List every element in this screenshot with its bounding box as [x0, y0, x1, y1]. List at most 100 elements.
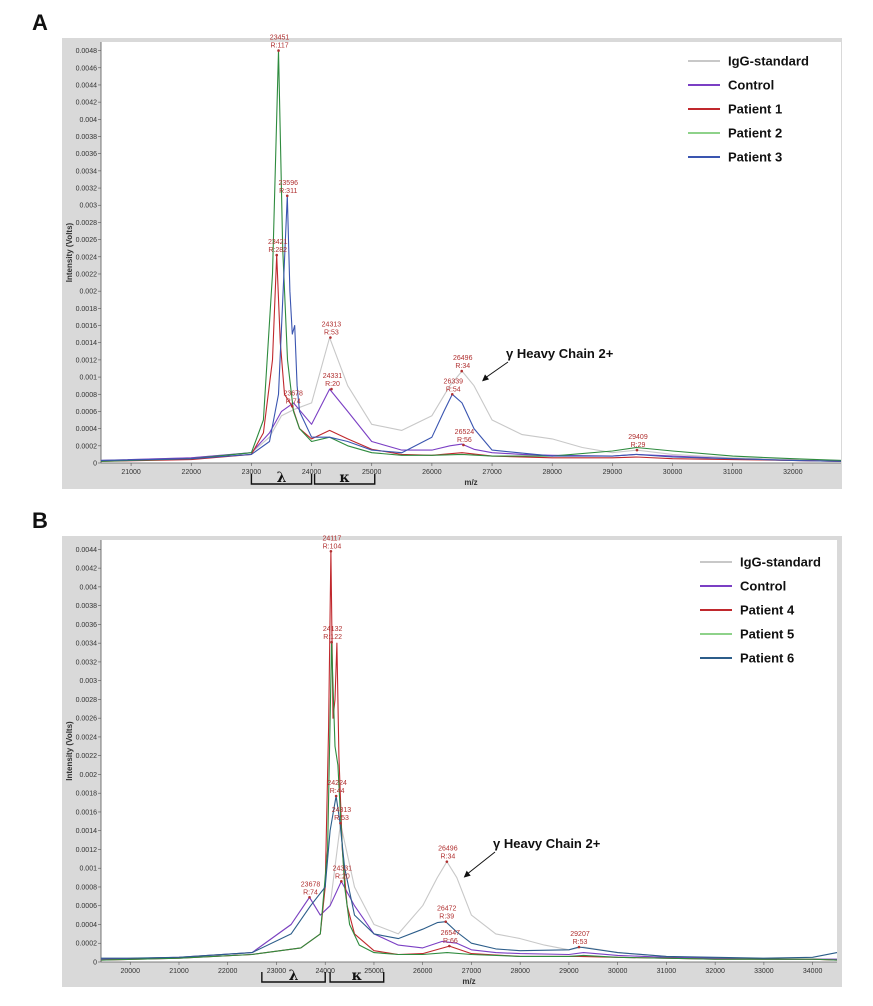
y-tick-label: 0.0004 — [76, 922, 98, 929]
peak-marker — [329, 336, 332, 339]
y-tick-label: 0.0028 — [76, 697, 98, 704]
plot-area — [101, 42, 841, 463]
panel-b: 0 0.0002 0.0004 0.0006 0.0008 0.001 0.0012 0.00… — [62, 535, 842, 987]
x-tick-label: 29000 — [559, 968, 579, 975]
x-tick-label: 31000 — [657, 968, 677, 975]
callout-arrowhead — [482, 374, 490, 382]
series-line-patient-2 — [100, 50, 842, 462]
bracket-label-kappa: κ — [352, 968, 363, 984]
y-tick-label: 0.0006 — [76, 409, 98, 416]
heavy-chain-callout: γ Heavy Chain 2+ — [506, 346, 614, 361]
y-tick-label: 0.0042 — [76, 100, 98, 107]
y-tick-label: 0.0036 — [76, 151, 98, 158]
peak-mz-label: 26339 — [444, 378, 464, 385]
y-axis-label: Intensity (Volts) — [65, 222, 74, 282]
series-line-patient-1 — [100, 254, 842, 462]
y-tick-label: 0.001 — [79, 866, 97, 873]
peak-resolution-label: R:282 — [268, 247, 287, 254]
x-tick-label: 28000 — [510, 968, 530, 975]
y-tick-label: 0.0012 — [76, 357, 98, 364]
peak-resolution-label: R:34 — [440, 854, 455, 861]
y-tick-label: 0.003 — [79, 678, 97, 685]
peak-mz-label: 24313 — [332, 807, 352, 814]
bracket-lambda — [250, 474, 313, 485]
peak-mz-label: 24132 — [323, 626, 343, 633]
panel-a: 0 0.0002 0.0004 0.0006 0.0008 0.001 0.0012 0.00… — [62, 35, 842, 489]
peak-mz-label: 26496 — [438, 846, 458, 853]
peak-marker — [450, 392, 454, 396]
x-axis-label: m/z — [464, 478, 477, 487]
x-axis-label: m/z — [462, 977, 475, 986]
peak-marker — [635, 448, 639, 452]
x-tick-label: 25000 — [362, 469, 382, 476]
peak-resolution-label: R:44 — [330, 788, 345, 795]
x-tick-label: 23000 — [267, 968, 287, 975]
x-tick-label: 24000 — [315, 968, 335, 975]
peak-mz-label: 26547 — [441, 930, 461, 937]
peak-mz-label: 29409 — [628, 434, 648, 441]
peak-marker — [290, 404, 294, 408]
y-tick-label: 0.0006 — [76, 903, 98, 910]
peak-marker — [462, 443, 465, 447]
x-tick-label: 27000 — [462, 968, 482, 975]
y-tick-label: 0.0038 — [76, 134, 98, 141]
x-tick-label: 31000 — [723, 469, 743, 476]
peak-resolution-label: R:56 — [457, 437, 472, 444]
callout-arrow-line — [485, 361, 509, 378]
peak-marker — [334, 794, 338, 798]
peak-marker — [445, 860, 449, 863]
peak-resolution-label: R:53 — [324, 330, 339, 337]
peak-marker — [577, 945, 581, 949]
series-line-patient-6 — [101, 795, 838, 959]
y-tick-label: 0.0002 — [76, 443, 98, 450]
y-tick-label: 0.001 — [79, 375, 97, 382]
panel-letter-b: B — [32, 508, 48, 533]
callout-arrow-line — [467, 851, 496, 874]
peak-resolution-label: R:53 — [573, 939, 588, 946]
y-tick-label: 0.0012 — [76, 847, 98, 854]
y-tick-label: 0.0018 — [76, 306, 98, 313]
peak-mz-label: 24331 — [323, 373, 343, 380]
peak-mz-label: 23596 — [279, 180, 299, 187]
bracket-label-kappa: κ — [339, 470, 350, 486]
y-tick-label: 0.0042 — [76, 566, 98, 573]
x-tick-label: 24000 — [302, 469, 322, 476]
x-tick-label: 30000 — [663, 469, 683, 476]
y-tick-label: 0.0016 — [76, 323, 98, 330]
series-line-patient-5 — [100, 641, 838, 961]
x-tick-label: 27000 — [482, 469, 502, 476]
y-tick-label: 0.0016 — [76, 809, 98, 816]
y-tick-label: 0.002 — [79, 772, 97, 779]
peak-mz-label: 26524 — [455, 429, 475, 436]
peak-mz-label: 26472 — [437, 906, 457, 913]
x-tick-label: 21000 — [121, 469, 141, 476]
x-tick-label: 33000 — [754, 968, 774, 975]
callout-arrowhead — [463, 870, 471, 878]
x-tick-label: 21000 — [169, 968, 189, 975]
peak-resolution-label: R:53 — [334, 815, 349, 822]
x-tick-label: 23000 — [242, 469, 262, 476]
peak-resolution-label: R:20 — [335, 873, 350, 880]
y-tick-label: 0.004 — [79, 584, 97, 591]
peak-mz-label: 23421 — [268, 239, 288, 246]
peak-resolution-label: R:20 — [325, 381, 340, 388]
peak-resolution-label: R:34 — [455, 363, 470, 370]
x-tick-label: 22000 — [182, 469, 202, 476]
peak-marker — [340, 880, 343, 883]
y-tick-label: 0.0024 — [76, 734, 98, 741]
y-tick-label: 0.0024 — [76, 254, 98, 261]
peak-marker — [448, 944, 451, 948]
peak-marker — [329, 549, 333, 553]
peak-resolution-label: R:29 — [631, 442, 646, 449]
legend-label: Patient 2 — [728, 126, 782, 141]
y-tick-label: 0.0044 — [76, 82, 98, 89]
peak-resolution-label: R:104 — [323, 543, 342, 550]
peak-mz-label: 23451 — [270, 35, 290, 42]
y-tick-label: 0.0014 — [76, 340, 98, 347]
peak-mz-label: 26496 — [453, 355, 473, 362]
peak-marker — [444, 920, 448, 923]
x-tick-label: 32000 — [783, 469, 803, 476]
x-tick-label: 29000 — [603, 469, 623, 476]
bracket-lambda — [261, 972, 326, 983]
